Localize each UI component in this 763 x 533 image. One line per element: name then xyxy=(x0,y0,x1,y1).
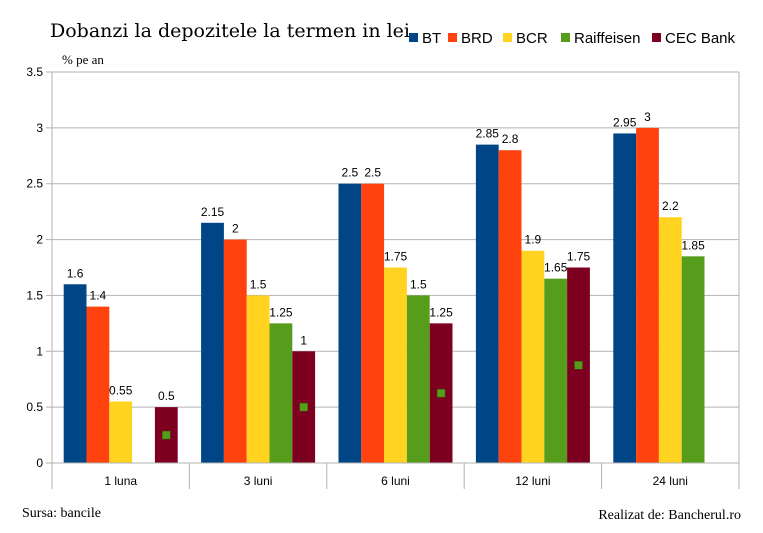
marker xyxy=(162,430,171,440)
y-unit-label: % pe an xyxy=(62,52,104,67)
x-tick-label: 12 luni xyxy=(515,474,550,488)
bar xyxy=(63,284,87,463)
bar xyxy=(361,183,385,463)
legend-swatch xyxy=(409,33,418,42)
x-tick-label: 3 luni xyxy=(244,474,273,488)
data-label: 1.9 xyxy=(525,233,542,247)
data-label: 2.85 xyxy=(476,127,500,141)
x-tick-label: 1 luna xyxy=(104,474,137,488)
bar xyxy=(109,401,133,463)
bar xyxy=(384,267,407,463)
y-tick-label: 1 xyxy=(36,344,43,358)
credit-note: Realizat de: Bancherul.ro xyxy=(598,508,741,523)
markers xyxy=(162,361,583,440)
marker xyxy=(299,402,308,412)
legend-label: CEC Bank xyxy=(665,30,736,47)
legend-label: Raiffeisen xyxy=(574,30,640,47)
y-tick-label: 0 xyxy=(36,456,43,470)
bar xyxy=(338,183,362,463)
data-label: 1.65 xyxy=(544,261,568,275)
bars xyxy=(63,127,705,463)
y-tick-label: 3 xyxy=(36,121,43,135)
legend-swatch xyxy=(448,33,457,42)
data-label: 1.75 xyxy=(384,250,408,264)
data-label: 3 xyxy=(644,110,651,124)
bar xyxy=(406,295,430,463)
data-label: 1 xyxy=(300,333,307,347)
data-label: 1.4 xyxy=(90,289,107,303)
data-labels: 1.62.152.52.852.951.422.52.830.551.51.75… xyxy=(67,110,705,403)
y-tick-label: 1.5 xyxy=(26,288,43,302)
legend-label: BRD xyxy=(461,30,493,47)
legend-swatch xyxy=(503,33,512,42)
bar xyxy=(246,295,270,463)
data-label: 1.25 xyxy=(269,305,293,319)
data-label: 1.25 xyxy=(429,305,453,319)
bar xyxy=(544,278,568,463)
legend-label: BT xyxy=(422,30,441,47)
bar xyxy=(269,323,293,463)
data-label: 2.5 xyxy=(342,166,359,180)
y-tick-label: 2.5 xyxy=(26,177,43,191)
data-label: 1.75 xyxy=(567,250,591,264)
data-label: 2.95 xyxy=(613,115,637,129)
data-label: 2.15 xyxy=(201,205,225,219)
y-tick-label: 2 xyxy=(36,233,43,247)
bar xyxy=(86,306,110,463)
bar xyxy=(498,150,522,463)
bar xyxy=(475,144,499,463)
x-tick-label: 24 luni xyxy=(653,474,688,488)
data-label: 1.5 xyxy=(410,277,427,291)
source-note: Sursa: bancile xyxy=(22,506,101,521)
data-label: 1.5 xyxy=(250,277,267,291)
legend-swatch xyxy=(561,33,570,42)
data-label: 2.8 xyxy=(502,132,519,146)
bar xyxy=(681,256,705,463)
bar xyxy=(613,133,637,463)
x-tick-label: 6 luni xyxy=(381,474,410,488)
bar xyxy=(658,217,682,463)
data-label: 2.2 xyxy=(662,199,679,213)
marker xyxy=(436,388,446,398)
legend: BT BRD BCR Raiffeisen CEC Bank xyxy=(409,30,736,47)
bar xyxy=(521,250,545,463)
bar xyxy=(201,222,224,463)
legend-label: BCR xyxy=(516,30,548,47)
bar xyxy=(636,127,659,463)
data-label: 0.55 xyxy=(109,384,133,398)
axes: 0 0.5 1 1.5 2 2.5 3 3.5 1 luna 3 luni 6 luni 12 lun… xyxy=(26,65,740,489)
data-label: 2 xyxy=(232,222,239,236)
legend-swatch xyxy=(652,33,661,42)
data-label: 1.6 xyxy=(67,266,84,280)
y-tick-label: 3.5 xyxy=(26,65,43,79)
data-label: 0.5 xyxy=(158,389,175,403)
data-label: 1.85 xyxy=(681,238,705,252)
chart-title: Dobanzi la depozitele la termen in lei xyxy=(50,20,410,42)
bar xyxy=(223,239,247,463)
y-tick-label: 0.5 xyxy=(26,400,43,414)
data-label: 2.5 xyxy=(364,166,381,180)
marker xyxy=(574,361,583,370)
